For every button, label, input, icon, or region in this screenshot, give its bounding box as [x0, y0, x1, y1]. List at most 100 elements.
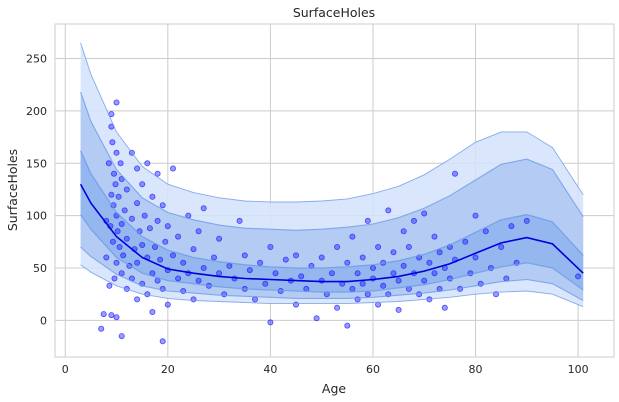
data-point	[146, 225, 153, 232]
data-point	[117, 160, 124, 167]
data-point	[121, 207, 128, 214]
data-point	[282, 256, 289, 263]
data-point	[369, 264, 376, 271]
data-point	[120, 252, 127, 259]
y-tick-label: 150	[26, 157, 47, 170]
data-point	[431, 270, 438, 277]
y-tick-label: 200	[26, 105, 47, 118]
data-point	[134, 165, 141, 172]
data-point	[113, 99, 120, 106]
data-point	[359, 254, 366, 261]
data-point	[257, 259, 264, 266]
p25-line	[80, 214, 584, 293]
data-point	[216, 235, 223, 242]
data-point	[159, 202, 166, 209]
data-point	[98, 325, 105, 332]
data-point	[380, 282, 387, 289]
data-point	[349, 233, 356, 240]
x-tick-label: 40	[263, 363, 277, 376]
data-point	[334, 243, 341, 250]
p75-line	[80, 150, 584, 269]
data-point	[141, 212, 148, 219]
data-point	[441, 304, 448, 311]
p90-line	[80, 91, 584, 231]
band-25-75	[80, 150, 584, 293]
data-point	[190, 246, 197, 253]
data-point	[226, 262, 233, 269]
data-point	[344, 322, 351, 329]
x-tick-label: 60	[366, 363, 380, 376]
data-point	[400, 262, 407, 269]
y-axis-label: SurfaceHoles	[5, 149, 20, 231]
data-point	[164, 223, 171, 230]
data-point	[113, 314, 120, 321]
data-point	[364, 291, 371, 298]
data-point	[451, 170, 458, 177]
data-point	[523, 217, 530, 224]
chart-title: SurfaceHoles	[293, 5, 375, 20]
data-point	[134, 200, 141, 207]
data-point	[262, 280, 269, 287]
data-point	[151, 243, 158, 250]
data-point	[472, 254, 479, 261]
data-point	[175, 233, 182, 240]
data-point	[175, 275, 182, 282]
data-point	[246, 267, 253, 274]
data-point	[134, 259, 141, 266]
data-point	[113, 149, 120, 156]
data-point	[106, 282, 113, 289]
data-point	[375, 243, 382, 250]
data-point	[139, 241, 146, 248]
y-tick-label: 0	[40, 314, 47, 327]
data-point	[118, 220, 125, 227]
data-point	[328, 270, 335, 277]
tick-labels: 0 20 40 60 80 100 0 50 100 150 200 250	[26, 53, 589, 376]
data-point	[118, 333, 125, 340]
data-point	[410, 217, 417, 224]
data-point	[134, 296, 141, 303]
data-point	[162, 238, 169, 245]
data-point	[503, 275, 510, 282]
y-tick-label: 250	[26, 53, 47, 66]
data-point	[200, 205, 207, 212]
data-point	[149, 193, 156, 200]
data-point	[139, 181, 146, 188]
data-point	[180, 259, 187, 266]
data-point	[431, 233, 438, 240]
median-line	[79, 183, 584, 283]
y-tick-label: 50	[33, 262, 47, 275]
data-point	[359, 280, 366, 287]
data-point	[108, 312, 115, 319]
data-point	[298, 273, 305, 280]
x-tick-label: 20	[161, 363, 175, 376]
data-point	[195, 228, 202, 235]
data-point	[390, 270, 397, 277]
data-point	[395, 306, 402, 313]
p05-line	[80, 264, 584, 308]
data-point	[110, 238, 117, 245]
p10-line	[80, 246, 584, 301]
data-point	[128, 215, 135, 222]
data-point	[241, 252, 248, 259]
data-point	[400, 228, 407, 235]
percentile-lines	[79, 42, 584, 308]
data-point	[318, 254, 325, 261]
data-point	[462, 238, 469, 245]
data-point	[344, 259, 351, 266]
data-point	[109, 139, 116, 146]
data-point	[354, 270, 361, 277]
data-point	[149, 308, 156, 315]
data-point	[159, 338, 166, 345]
x-tick-label: 100	[568, 363, 589, 376]
data-point	[169, 252, 176, 259]
data-point	[390, 249, 397, 256]
data-point	[472, 212, 479, 219]
x-axis-label: Age	[322, 381, 346, 396]
data-point	[111, 275, 118, 282]
data-point	[498, 243, 505, 250]
data-point	[267, 243, 274, 250]
data-point	[164, 301, 171, 308]
data-point	[272, 270, 279, 277]
x-tick-label: 80	[469, 363, 483, 376]
